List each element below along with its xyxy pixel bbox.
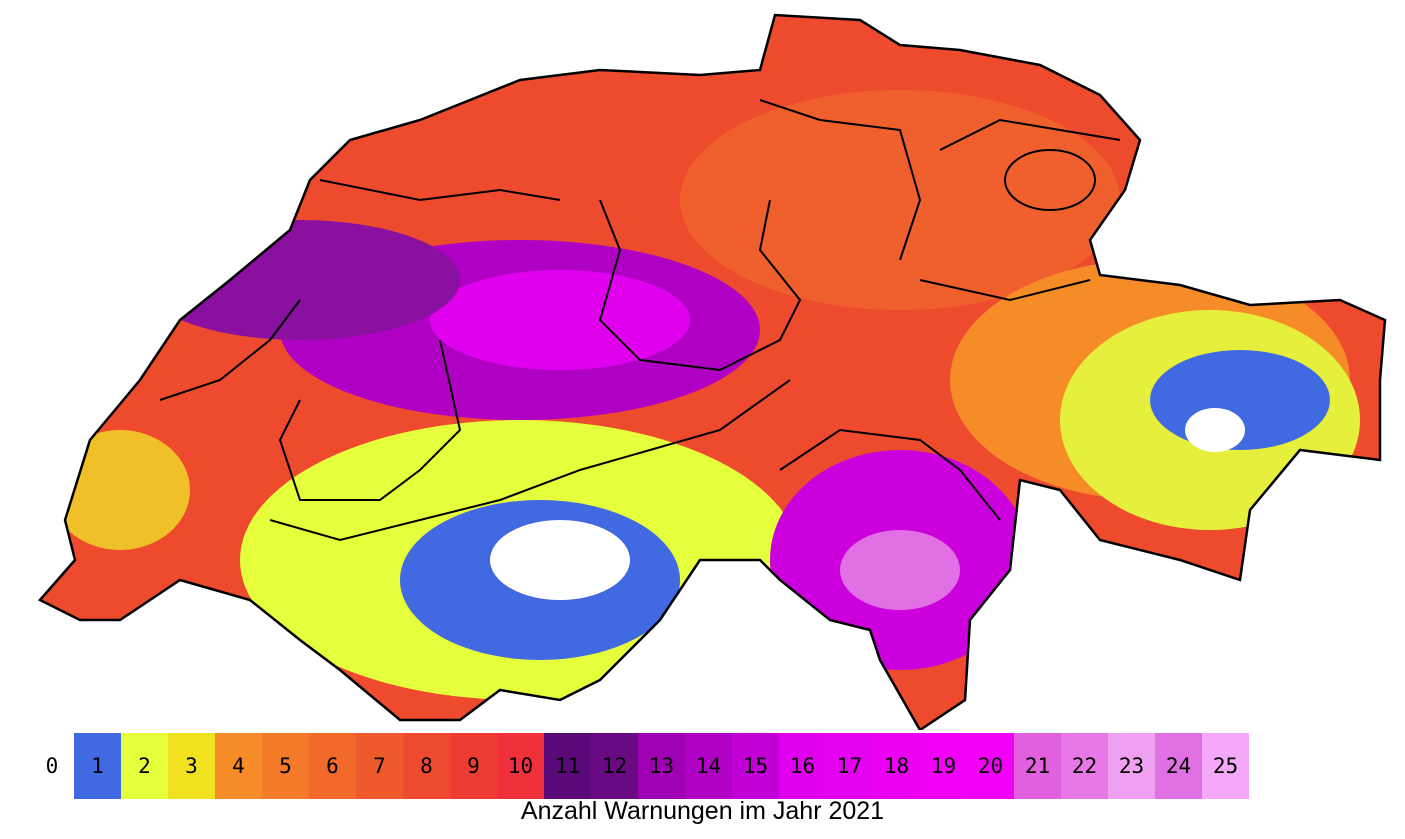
legend-swatch: 1 — [74, 733, 121, 799]
legend-swatch: 6 — [309, 733, 356, 799]
country-border — [37, 13, 1387, 732]
magenta-region-central — [430, 270, 690, 370]
legend-swatch: 13 — [638, 733, 685, 799]
canton-border-zurich — [759, 99, 922, 261]
color-legend: 0 1 2 3 4 5 6 7 8 9 10 11 12 13 14 15 16 17 18 19 20 21 22 23 24… — [30, 733, 1249, 799]
legend-swatch: 14 — [685, 733, 732, 799]
switzerland-warning-map — [37, 13, 1387, 732]
white-region-valais — [490, 520, 630, 600]
legend-swatch: 8 — [403, 733, 450, 799]
purple-region-jura — [140, 220, 460, 340]
country-fill — [40, 15, 1385, 730]
canton-borders — [159, 99, 1121, 542]
canton-border-appenzell — [1004, 149, 1096, 211]
legend-swatch: 24 — [1155, 733, 1202, 799]
legend-swatch: 20 — [967, 733, 1014, 799]
legend-swatch: 19 — [920, 733, 967, 799]
legend-swatch: 0 — [30, 733, 74, 799]
legend-swatch: 21 — [1014, 733, 1061, 799]
legend-swatch: 12 — [591, 733, 638, 799]
map-caption: Anzahl Warnungen im Jahr 2021 — [520, 797, 885, 825]
legend-swatch: 3 — [168, 733, 215, 799]
legend-swatch: 5 — [262, 733, 309, 799]
map-svg — [37, 13, 1387, 732]
legend-swatch: 4 — [215, 733, 262, 799]
legend-swatch: 23 — [1108, 733, 1155, 799]
canton-border-stgallen — [939, 118, 1121, 151]
legend-swatch: 17 — [826, 733, 873, 799]
legend-swatch: 2 — [121, 733, 168, 799]
canton-border-vaud — [159, 299, 301, 401]
canton-border-valais-north — [269, 379, 791, 542]
legend-swatch: 15 — [732, 733, 779, 799]
yellow-region-west — [50, 430, 190, 550]
legend-swatch: 9 — [450, 733, 497, 799]
legend-swatch: 11 — [544, 733, 591, 799]
legend-swatch: 22 — [1061, 733, 1108, 799]
canton-border-central — [598, 199, 802, 372]
canton-border-bern — [278, 339, 462, 501]
orange-region-north — [680, 90, 1120, 310]
legend-swatch: 7 — [356, 733, 403, 799]
white-region-engadin — [1185, 408, 1245, 452]
canton-border-grisons — [919, 279, 1091, 302]
canton-border-ticino — [779, 428, 1001, 521]
pink-region-ticino — [840, 530, 960, 610]
canton-border-jura — [319, 179, 561, 202]
legend-swatch: 10 — [497, 733, 544, 799]
legend-swatch: 18 — [873, 733, 920, 799]
legend-swatch: 16 — [779, 733, 826, 799]
legend-swatch: 25 — [1202, 733, 1249, 799]
